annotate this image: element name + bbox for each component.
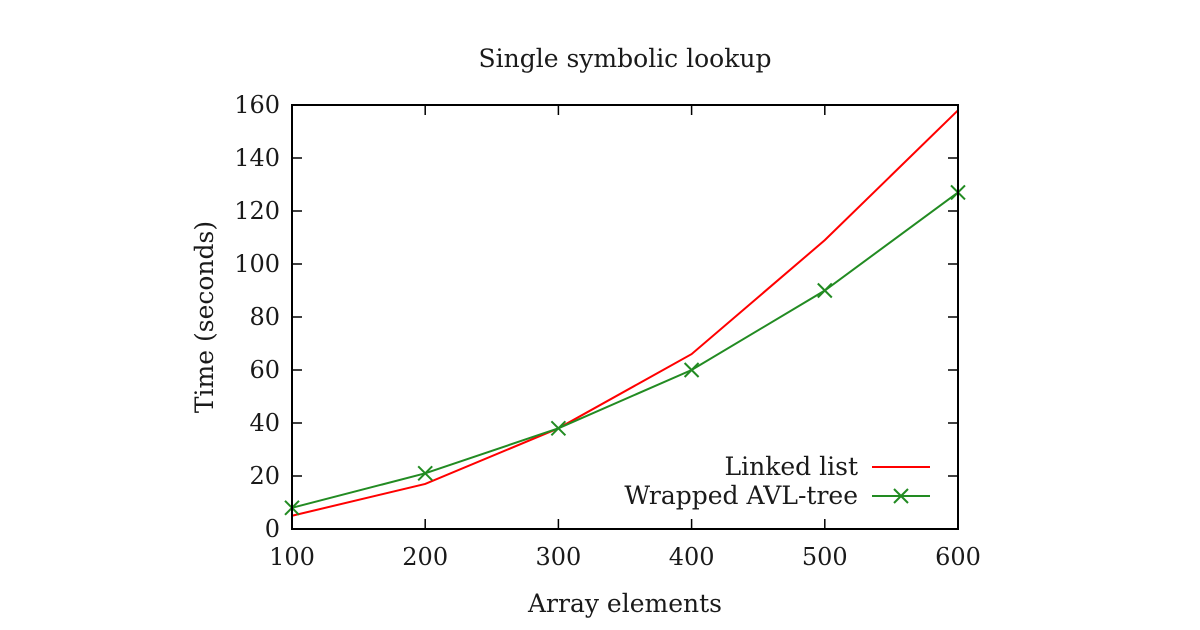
y-tick-label: 40 xyxy=(249,409,280,437)
data-point-marker xyxy=(417,465,433,482)
chart-title: Single symbolic lookup xyxy=(479,44,772,73)
series-line-2 xyxy=(291,191,959,509)
series-line-1 xyxy=(291,109,959,517)
plot-frame xyxy=(291,104,959,530)
y-axis-title: Time (seconds) xyxy=(190,221,219,413)
x-tick-label: 300 xyxy=(535,543,581,571)
x-tick-label: 600 xyxy=(935,543,981,571)
x-tick-label: 500 xyxy=(802,543,848,571)
y-axis-ticks: 0 20 40 60 80 100 120 140 160 xyxy=(234,91,958,543)
y-tick-label: 140 xyxy=(234,144,280,172)
x-tick-label: 200 xyxy=(402,543,448,571)
legend-marker-sample xyxy=(893,488,909,504)
y-tick-label: 160 xyxy=(234,91,280,119)
x-tick-label: 400 xyxy=(669,543,715,571)
data-point-marker xyxy=(817,282,833,299)
x-axis-ticks: 100 200 300 400 500 600 xyxy=(269,105,981,571)
data-point-marker xyxy=(550,420,567,437)
y-tick-label: 60 xyxy=(249,356,280,384)
x-axis-title: Array elements xyxy=(527,589,722,618)
data-point-marker xyxy=(683,362,700,378)
y-tick-label: 100 xyxy=(234,250,280,278)
y-tick-label: 20 xyxy=(249,462,280,490)
y-tick-label: 0 xyxy=(265,515,280,543)
series-layer xyxy=(284,109,966,517)
y-tick-label: 120 xyxy=(234,197,280,225)
legend-label: Linked list xyxy=(725,452,858,481)
y-tick-label: 80 xyxy=(249,303,280,331)
legend-label: Wrapped AVL-tree xyxy=(624,481,858,510)
x-tick-label: 100 xyxy=(269,543,315,571)
